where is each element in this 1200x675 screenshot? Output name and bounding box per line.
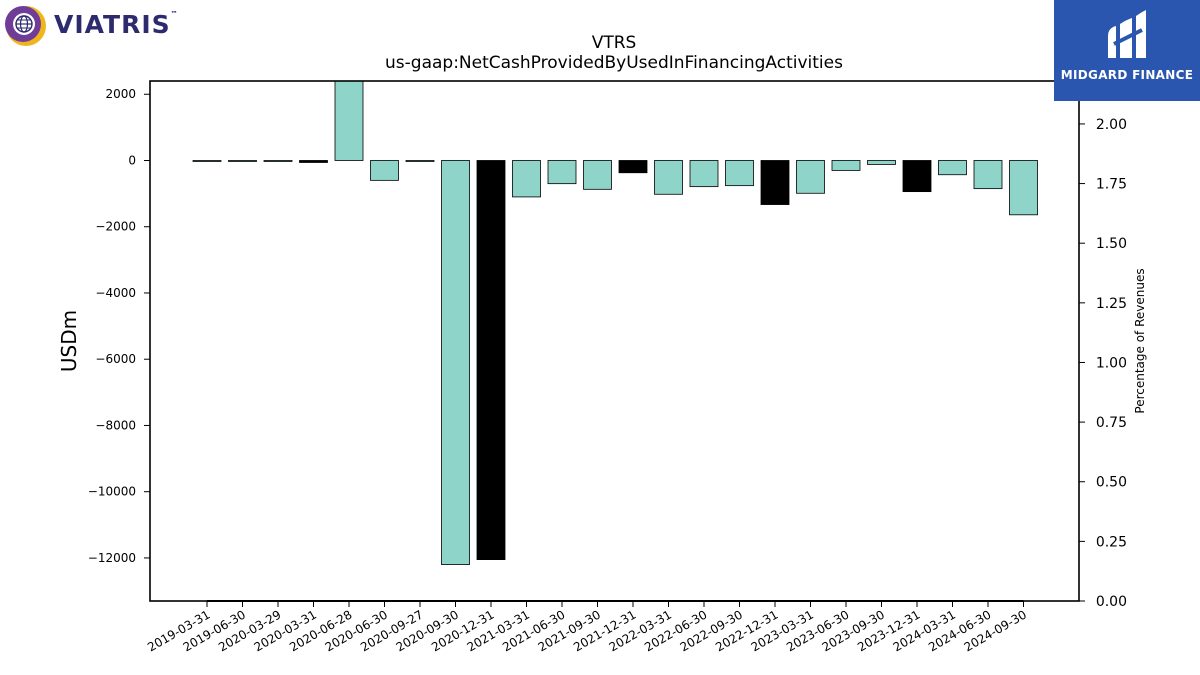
y2-tick-label: 1.50 — [1096, 236, 1127, 252]
bar-2022-06-30 — [689, 160, 719, 188]
bar-2020-06-30 — [370, 160, 399, 181]
y-axis-right: 0.00 0.25 0.50 0.75 1.00 1.25 1.50 1.75 2.00 — [1079, 117, 1127, 610]
bar-2022-03-31 — [654, 160, 683, 195]
midgard-wordmark: MIDGARD FINANCE — [1060, 68, 1194, 82]
chart-title: VTRS — [592, 33, 637, 53]
y-tick-label: −8000 — [95, 418, 136, 432]
bar-2023-09-30 — [867, 160, 896, 165]
bar-2021-03-31 — [512, 160, 541, 198]
viatris-globe-icon — [5, 6, 46, 46]
bar-2019-03-31 — [192, 160, 222, 162]
y-axis-label: USDm — [57, 310, 81, 372]
bar-2022-09-30 — [725, 160, 754, 187]
y-tick-label: 0 — [128, 153, 136, 167]
y2-tick-label: 1.75 — [1096, 177, 1127, 193]
bar-2020-09-27 — [405, 160, 435, 162]
bar-2022-12-31 — [760, 160, 790, 205]
y2-axis-label: Percentage of Revenues — [1133, 268, 1147, 413]
y-tick-label: −6000 — [95, 352, 136, 366]
bar-2023-12-31 — [902, 160, 932, 193]
y2-tick-label: 0.75 — [1096, 415, 1127, 431]
y-tick-label: −12000 — [88, 551, 136, 565]
bar-2020-03-31 — [299, 160, 328, 163]
y-tick-label: −10000 — [88, 485, 136, 499]
bar-2023-06-30 — [831, 160, 861, 171]
y-tick-label: 2000 — [105, 87, 136, 101]
viatris-wordmark: VIATRIS™ — [54, 10, 179, 39]
bar-2020-09-30 — [441, 160, 470, 565]
y-tick-label: −4000 — [95, 286, 136, 300]
y2-tick-label: 0.25 — [1096, 534, 1127, 550]
bar-2024-06-30 — [973, 160, 1003, 190]
chart-subtitle: us-gaap:NetCashProvidedByUsedInFinancing… — [385, 53, 843, 73]
y-axis-left: 2000 0 −2000 −4000 −6000 −8000 −10000 −12000 — [88, 87, 150, 565]
plot-frame — [149, 80, 1080, 602]
y2-tick-label: 0.50 — [1096, 475, 1127, 491]
y2-tick-label: 2.00 — [1096, 117, 1127, 133]
bar-2024-03-31 — [938, 160, 967, 176]
bar-2024-09-30 — [1009, 160, 1038, 216]
viatris-logo: VIATRIS™ — [4, 4, 178, 48]
midgard-mark-icon — [1108, 10, 1146, 58]
y2-tick-label: 1.25 — [1096, 296, 1127, 312]
bar-2020-03-29 — [263, 160, 293, 162]
bar-2021-06-30 — [547, 160, 577, 185]
bar-2020-12-31 — [476, 160, 506, 560]
x-axis: 2019-03-312019-06-302020-03-292020-03-31… — [145, 601, 1029, 654]
y2-tick-label: 1.00 — [1096, 355, 1127, 371]
bar-2023-03-31 — [796, 160, 825, 194]
bar-2019-06-30 — [228, 160, 257, 162]
midgard-finance-logo: MIDGARD FINANCE — [1054, 0, 1200, 101]
bar-2020-06-28 — [334, 80, 364, 161]
y-tick-label: −2000 — [95, 220, 136, 234]
bar-2021-12-31 — [618, 160, 648, 174]
bars-group — [192, 80, 1038, 565]
y2-tick-label: 0.00 — [1096, 594, 1127, 610]
bar-2021-09-30 — [583, 160, 612, 190]
